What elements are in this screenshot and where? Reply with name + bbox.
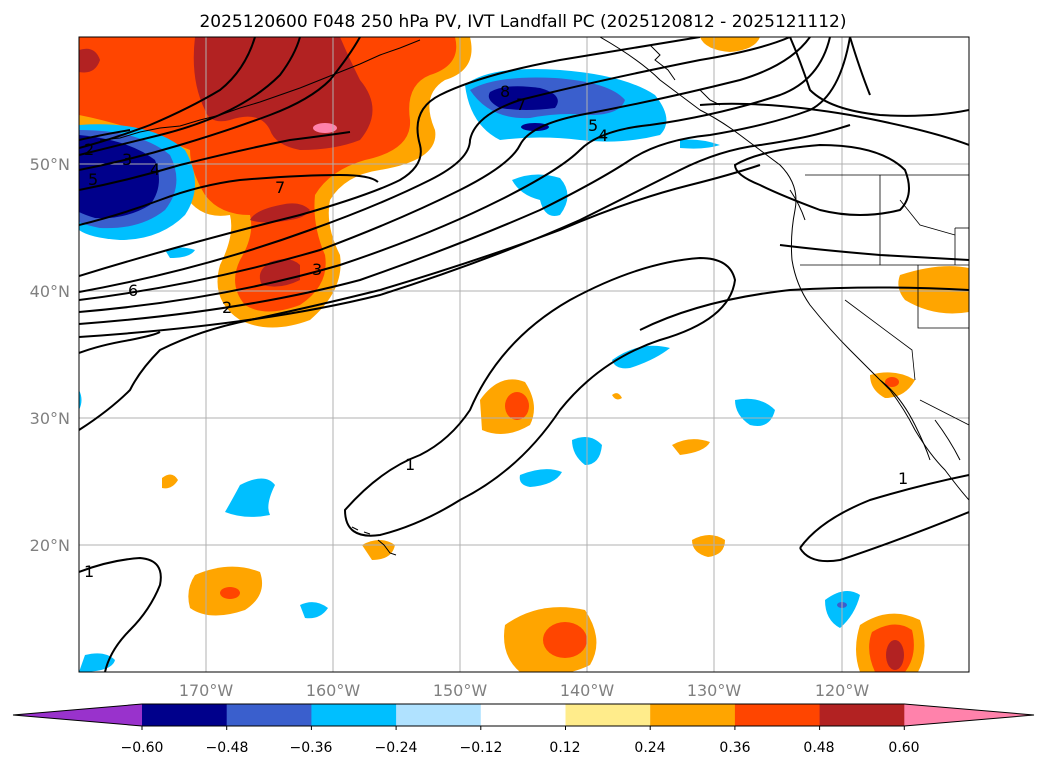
colorbar-tick-label: 0.12 <box>549 740 580 756</box>
lat-tick-labels: 20°N 30°N 40°N 50°N <box>30 155 70 555</box>
colorbar-tick-label: −0.12 <box>460 740 503 756</box>
contour-label: 1 <box>898 469 908 488</box>
pv-negative-small <box>79 139 860 672</box>
colorbar-tick-labels: −0.60 −0.48 −0.36 −0.24 −0.12 0.12 0.24 … <box>121 740 920 756</box>
colorbar-segment <box>565 704 651 726</box>
contour-label: 5 <box>588 116 598 135</box>
figure-title: 2025120600 F048 250 hPa PV, IVT Landfall… <box>199 12 846 32</box>
pv-positive-small <box>162 37 969 672</box>
colorbar-tick-label: −0.48 <box>206 740 249 756</box>
lon-tick-label: 150°W <box>433 681 488 700</box>
contour-label: 5 <box>88 170 98 189</box>
contour-label: 4 <box>150 160 160 179</box>
contour-label: 3 <box>312 260 322 279</box>
colorbar-tick-label: 0.48 <box>803 740 834 756</box>
colorbar-tick-label: 0.60 <box>888 740 919 756</box>
contour-label: 2 <box>222 298 232 317</box>
colorbar-segment <box>311 704 397 726</box>
borders <box>800 174 969 426</box>
aleutian-islands <box>99 39 421 141</box>
map-frame <box>78 36 970 673</box>
contour-label: 1 <box>405 455 415 474</box>
colorbar-segment <box>142 704 228 726</box>
colorbar-tick-label: −0.24 <box>375 740 418 756</box>
coastline <box>599 37 969 501</box>
colorbar-extend-low <box>13 704 142 726</box>
colorbar-tick-label: 0.36 <box>719 740 750 756</box>
colorbar <box>12 703 1035 730</box>
contour-label: 8 <box>500 82 510 101</box>
hawaii-islands <box>351 526 397 556</box>
contour-label: 2 <box>84 140 94 159</box>
colorbar-tick-label: −0.36 <box>290 740 333 756</box>
contour-label: 3 <box>122 150 132 169</box>
colorbar-segment <box>650 704 736 726</box>
colorbar-tick-label: −0.60 <box>121 740 164 756</box>
colorbar-segment <box>480 704 566 726</box>
lon-tick-label: 160°W <box>306 681 361 700</box>
contour-label: 6 <box>128 281 138 300</box>
lat-tick-label: 30°N <box>30 409 70 428</box>
colorbar-segment <box>226 704 312 726</box>
lon-tick-label: 130°W <box>687 681 742 700</box>
lon-tick-label: 170°W <box>179 681 234 700</box>
colorbar-extend-high <box>904 704 1034 726</box>
map-layers: 2 3 4 5 6 7 8 5 4 7 3 6 2 1 1 1 <box>79 37 969 672</box>
contour-label: 7 <box>275 178 285 197</box>
graticule <box>79 37 969 672</box>
lat-tick-label: 40°N <box>30 282 70 301</box>
lon-tick-label: 120°W <box>815 681 870 700</box>
colorbar-segment <box>396 704 482 726</box>
lon-tick-label: 140°W <box>560 681 615 700</box>
lat-tick-label: 20°N <box>30 536 70 555</box>
lat-tick-label: 50°N <box>30 155 70 174</box>
pv-negative-north <box>465 69 667 142</box>
contour-label: 7 <box>516 95 526 114</box>
contour-label: 4 <box>598 126 608 145</box>
colorbar-segment <box>734 704 821 726</box>
contour-lines <box>79 37 969 672</box>
contour-label: 1 <box>84 562 94 581</box>
contour-label-group: 2 3 4 5 6 7 8 5 4 7 3 6 2 1 1 1 <box>84 82 908 581</box>
colorbar-tick-label: 0.24 <box>634 740 665 756</box>
lon-tick-labels: 170°W 160°W 150°W 140°W 130°W 120°W <box>179 681 870 700</box>
colorbar-segment <box>819 704 905 726</box>
